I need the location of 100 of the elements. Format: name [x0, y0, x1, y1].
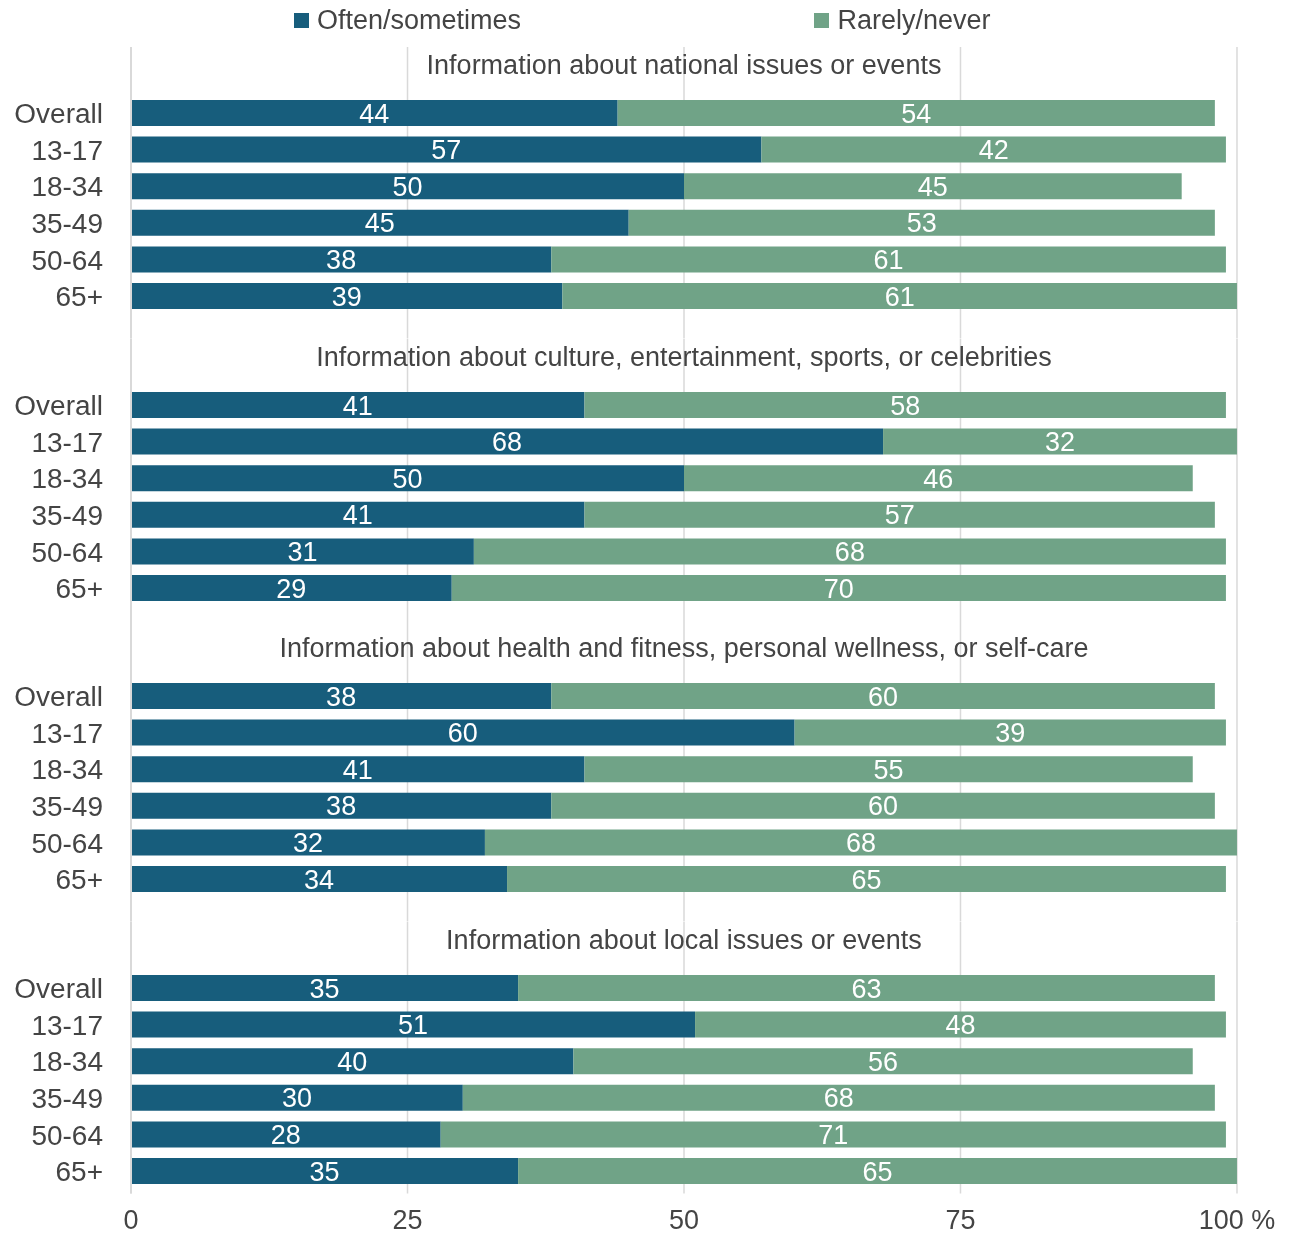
- y-tick-label: 35-49: [31, 1082, 104, 1114]
- data-label: 50: [392, 463, 423, 494]
- bar: [131, 574, 452, 601]
- bar: [794, 719, 1226, 746]
- bar: [761, 136, 1226, 163]
- data-label: 35: [309, 1156, 340, 1187]
- data-label: 58: [890, 390, 921, 421]
- data-label: 65: [851, 864, 882, 895]
- data-label: 57: [884, 499, 915, 530]
- y-tick-label: 13-17: [31, 1009, 104, 1041]
- bar: [462, 1084, 1215, 1111]
- data-label: 32: [1045, 426, 1076, 457]
- data-label: 41: [342, 754, 373, 785]
- bar: [131, 464, 684, 491]
- data-label: 60: [447, 718, 478, 749]
- x-tick-label: 0: [123, 1204, 139, 1235]
- chart-title: Information about culture, entertainment, sports, or celebrities: [315, 340, 1053, 374]
- data-label: 63: [851, 973, 882, 1004]
- data-label: 60: [868, 791, 899, 822]
- y-tick-label: 50-64: [31, 244, 104, 276]
- bar: [518, 1157, 1237, 1184]
- x-tick-label: 100 %: [1198, 1204, 1276, 1235]
- bar: [484, 829, 1237, 856]
- y-tick-label: 50-64: [31, 1119, 104, 1151]
- data-label: 41: [342, 390, 373, 421]
- bar: [131, 866, 508, 893]
- data-label: 39: [995, 718, 1026, 749]
- data-label: 68: [845, 828, 876, 859]
- data-label: 50: [392, 171, 423, 202]
- bar: [617, 100, 1215, 126]
- y-tick-label: 35-49: [31, 791, 104, 823]
- data-label: 57: [431, 135, 462, 166]
- y-tick-label: Overall: [14, 681, 104, 713]
- data-label: 38: [326, 791, 357, 822]
- chart-title: Information about national issues or events: [425, 49, 943, 82]
- bar: [131, 136, 762, 163]
- bar: [131, 829, 485, 856]
- bar: [584, 391, 1226, 418]
- bar: [131, 1011, 696, 1038]
- data-label: 40: [337, 1046, 368, 1077]
- y-tick-label: Overall: [14, 973, 104, 1005]
- x-tick-label: 25: [392, 1204, 423, 1235]
- bar: [551, 792, 1215, 819]
- data-label: 41: [342, 499, 373, 530]
- bar: [507, 866, 1226, 893]
- bar: [131, 792, 552, 819]
- y-tick-label: 13-17: [31, 426, 104, 458]
- data-label: 38: [326, 681, 357, 712]
- data-label: 44: [359, 98, 390, 129]
- data-label: 71: [818, 1119, 849, 1150]
- x-tick-label: 75: [945, 1204, 976, 1235]
- y-tick-label: 35-49: [31, 499, 104, 531]
- bar: [131, 1047, 574, 1074]
- bar: [131, 683, 552, 710]
- bar: [131, 209, 629, 236]
- bar: [518, 974, 1215, 1001]
- bar: [131, 100, 618, 126]
- bar: [131, 428, 884, 455]
- y-tick-label: Overall: [14, 98, 104, 130]
- bar: [883, 428, 1237, 455]
- data-label: 38: [326, 244, 357, 275]
- bar: [551, 683, 1215, 710]
- data-label: 56: [868, 1046, 899, 1077]
- legend-label: Rarely/never: [837, 4, 991, 36]
- legend-label: Often/sometimes: [316, 4, 522, 36]
- chart-title: Information about health and fitness, personal wellness, or self-care: [278, 632, 1090, 666]
- y-tick-label: 18-34: [31, 1046, 104, 1078]
- bar: [131, 391, 585, 418]
- y-tick-label: 65+: [55, 864, 104, 896]
- bar: [473, 537, 1226, 564]
- bar: [131, 173, 684, 200]
- data-label: 61: [873, 244, 904, 275]
- bar: [628, 209, 1215, 236]
- data-label: 55: [873, 754, 904, 785]
- data-label: 30: [281, 1083, 312, 1114]
- bar: [695, 1011, 1226, 1038]
- y-tick-label: 18-34: [31, 463, 104, 495]
- bar: [131, 719, 795, 746]
- data-label: 61: [884, 281, 915, 312]
- data-label: 53: [906, 208, 937, 239]
- data-label: 70: [823, 573, 854, 604]
- data-label: 32: [292, 828, 323, 859]
- y-tick-label: 18-34: [31, 754, 104, 786]
- data-label: 28: [270, 1119, 301, 1150]
- bar: [131, 246, 552, 273]
- y-tick-label: 65+: [55, 281, 104, 313]
- data-label: 68: [492, 426, 523, 457]
- bar: [584, 756, 1193, 783]
- data-label: 65: [862, 1156, 893, 1187]
- bar: [131, 756, 585, 783]
- data-label: 60: [868, 681, 899, 712]
- y-tick-label: 35-49: [31, 208, 104, 240]
- data-label: 46: [923, 463, 954, 494]
- y-tick-label: 50-64: [31, 536, 104, 568]
- data-label: 45: [917, 171, 948, 202]
- bar: [131, 537, 474, 564]
- x-tick-label: 50: [668, 1204, 700, 1235]
- y-tick-label: 18-34: [31, 171, 104, 203]
- bar: [440, 1121, 1226, 1148]
- chart-title: Information about local issues or events: [445, 923, 923, 957]
